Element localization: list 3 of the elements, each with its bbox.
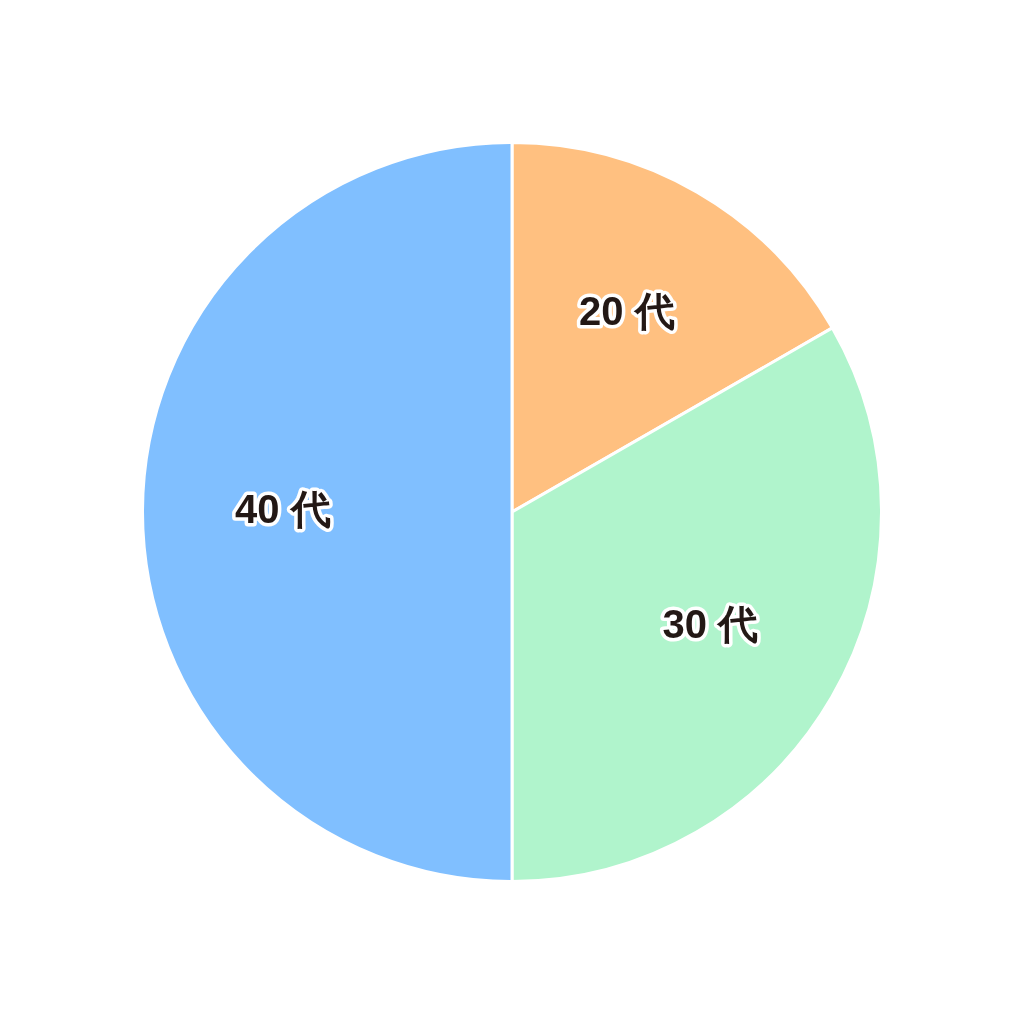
slice-label: 20 代 — [578, 288, 675, 333]
slice-label: 30 代 — [662, 601, 759, 646]
slice-label: 40 代 — [235, 487, 331, 532]
